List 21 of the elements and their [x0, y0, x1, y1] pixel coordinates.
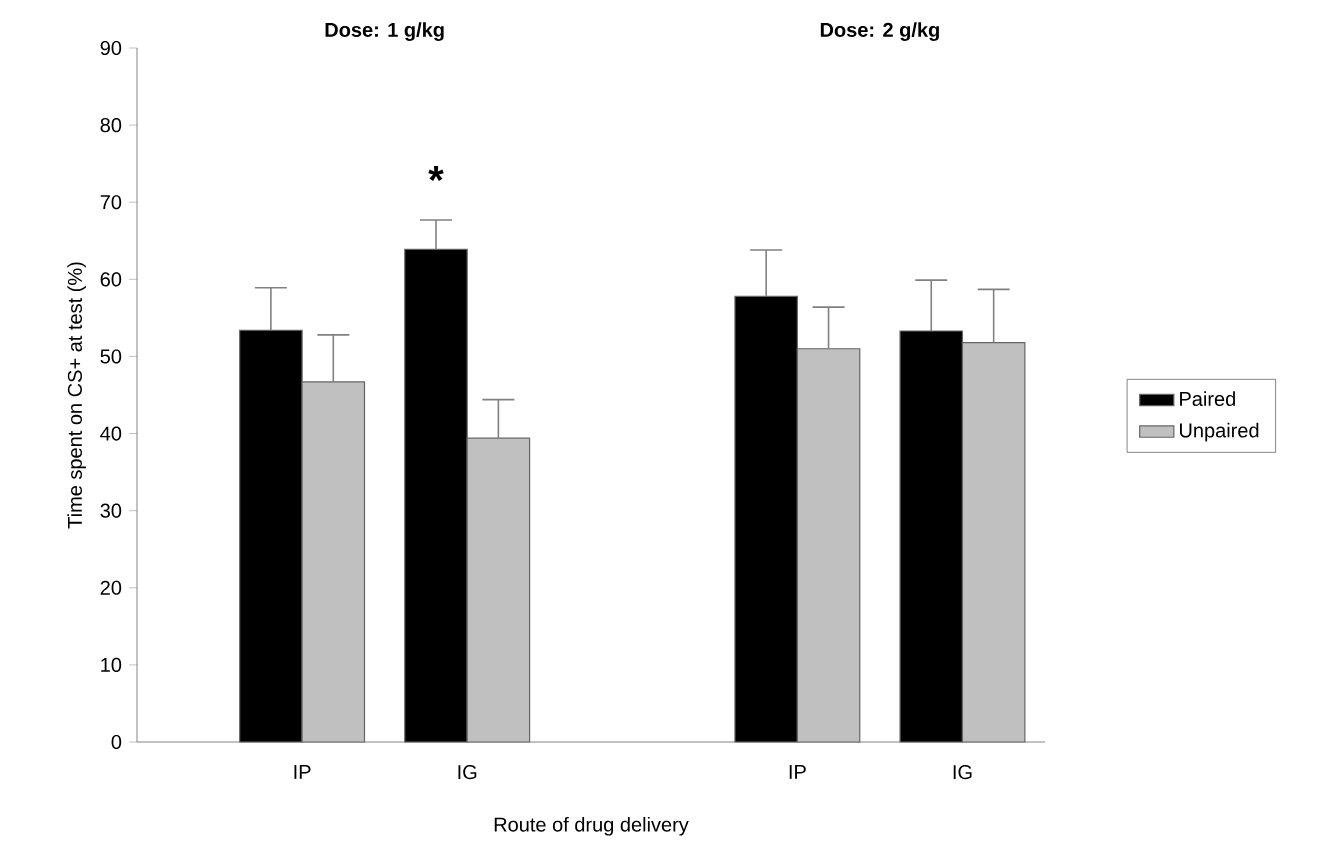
- text: Dose: 2 g/kg: [820, 22, 939, 41]
- annotation: *: [428, 166, 444, 181]
- y-tick-label: 10: [101, 657, 122, 672]
- x-tick-label: IP: [294, 765, 311, 779]
- x-tick-label: IP: [789, 765, 806, 779]
- y-tick-label: 70: [100, 195, 122, 210]
- y-tick-label: 80: [100, 118, 122, 133]
- x-axis-title: Route of drug delivery: [494, 816, 689, 836]
- x-tick-label: IG: [953, 765, 972, 780]
- y-tick-label: 30: [100, 503, 122, 518]
- y-tick-label: 0: [111, 734, 122, 750]
- legend-label: Paired: [1180, 391, 1235, 407]
- y-axis-title: Time spent on CS+ at test (%): [67, 262, 86, 529]
- y-tick-label: 90: [100, 40, 122, 56]
- text: Dose: 1 g/kg: [325, 22, 444, 41]
- y-tick-label: 60: [100, 272, 122, 287]
- x-tick-label: IG: [458, 765, 477, 780]
- y-tick-label: 50: [100, 349, 122, 364]
- legend-label: Unpaired: [1179, 422, 1259, 442]
- y-tick-label: 20: [100, 580, 122, 595]
- y-tick-label: 40: [100, 426, 122, 441]
